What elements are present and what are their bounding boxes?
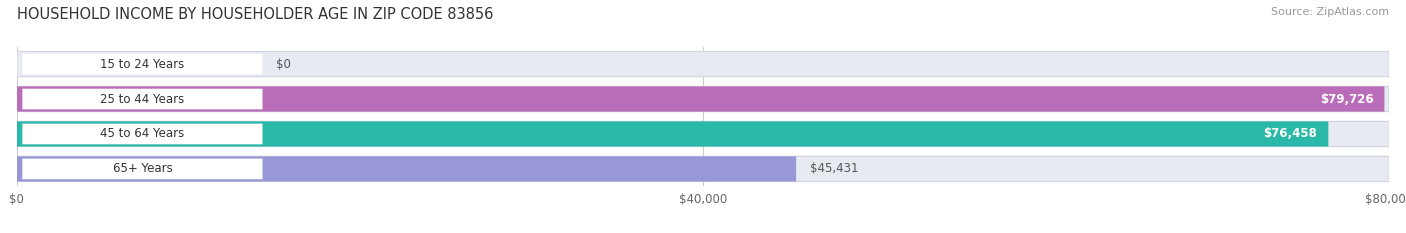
FancyBboxPatch shape: [22, 159, 263, 179]
FancyBboxPatch shape: [17, 121, 1389, 147]
Text: $0: $0: [276, 58, 291, 71]
Text: 45 to 64 Years: 45 to 64 Years: [100, 127, 184, 140]
Text: $45,431: $45,431: [810, 162, 859, 175]
FancyBboxPatch shape: [17, 86, 1389, 112]
FancyBboxPatch shape: [22, 54, 263, 74]
FancyBboxPatch shape: [17, 156, 796, 182]
Text: $79,726: $79,726: [1320, 93, 1374, 106]
FancyBboxPatch shape: [22, 89, 263, 109]
FancyBboxPatch shape: [17, 86, 1385, 112]
Text: 65+ Years: 65+ Years: [112, 162, 173, 175]
Text: Source: ZipAtlas.com: Source: ZipAtlas.com: [1271, 7, 1389, 17]
Text: 25 to 44 Years: 25 to 44 Years: [100, 93, 184, 106]
FancyBboxPatch shape: [17, 121, 1329, 147]
FancyBboxPatch shape: [17, 51, 1389, 77]
Text: $76,458: $76,458: [1264, 127, 1317, 140]
Text: 15 to 24 Years: 15 to 24 Years: [100, 58, 184, 71]
Text: HOUSEHOLD INCOME BY HOUSEHOLDER AGE IN ZIP CODE 83856: HOUSEHOLD INCOME BY HOUSEHOLDER AGE IN Z…: [17, 7, 494, 22]
FancyBboxPatch shape: [17, 156, 1389, 182]
FancyBboxPatch shape: [22, 124, 263, 144]
